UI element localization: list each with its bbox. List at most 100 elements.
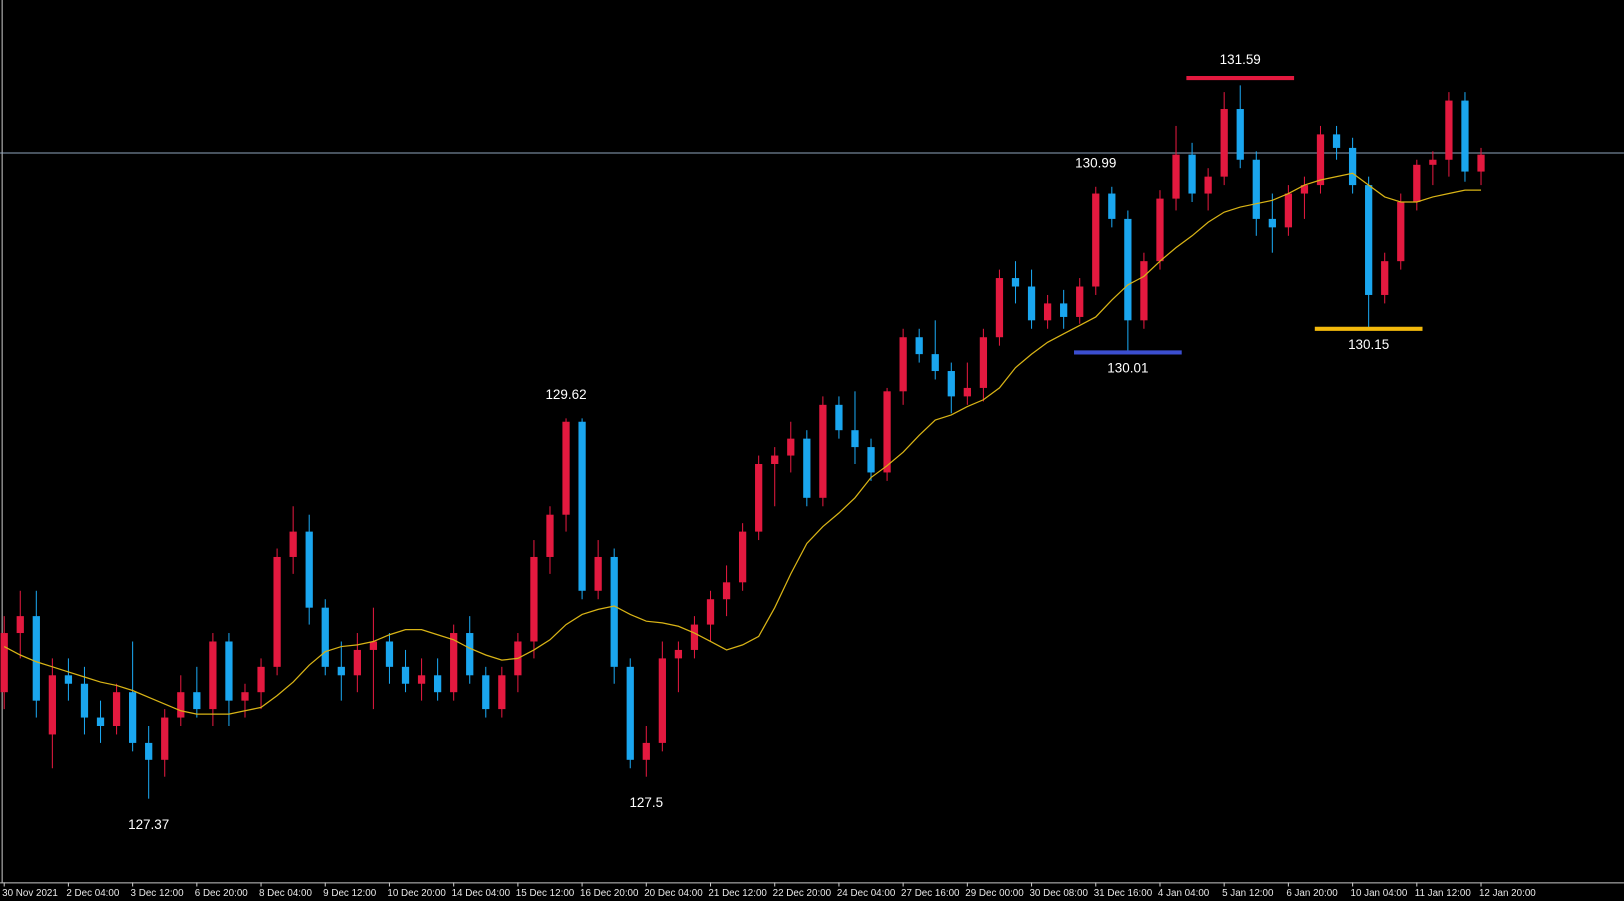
candle-body bbox=[963, 387, 971, 397]
candle-body bbox=[145, 742, 153, 760]
candle-body bbox=[771, 455, 779, 464]
candle-body bbox=[450, 633, 458, 693]
candle-body bbox=[738, 531, 747, 583]
candle-body bbox=[947, 371, 955, 397]
candle-body bbox=[1108, 193, 1116, 219]
x-tick-label: 22 Dec 20:00 bbox=[773, 888, 832, 899]
candle-body bbox=[112, 692, 121, 727]
candle-body bbox=[1027, 286, 1036, 321]
candle-body bbox=[1092, 193, 1100, 287]
candle-body bbox=[1140, 261, 1148, 321]
x-tick-label: 14 Dec 04:00 bbox=[452, 888, 511, 899]
candle-body bbox=[546, 514, 554, 557]
candle-body bbox=[1348, 147, 1357, 186]
candle-body bbox=[209, 641, 217, 710]
candle-body bbox=[1300, 185, 1309, 194]
candle-body bbox=[273, 556, 281, 667]
candle-body bbox=[658, 658, 666, 743]
candle-body bbox=[562, 421, 570, 515]
candle-body bbox=[161, 717, 169, 760]
candle-body bbox=[578, 421, 586, 591]
candle-body bbox=[321, 607, 329, 667]
candle-body bbox=[337, 666, 345, 676]
candle-body bbox=[353, 649, 361, 676]
candle-body bbox=[1268, 218, 1276, 228]
price-label: 130.01 bbox=[1107, 361, 1148, 376]
candle-body bbox=[690, 624, 699, 650]
x-tick-label: 21 Dec 12:00 bbox=[708, 888, 767, 899]
candle-body bbox=[915, 337, 923, 355]
x-tick-label: 10 Dec 20:00 bbox=[387, 888, 446, 899]
price-label: 127.5 bbox=[629, 795, 663, 810]
candle-body bbox=[867, 447, 875, 473]
candle-body bbox=[1220, 109, 1228, 177]
x-tick-label: 6 Jan 20:00 bbox=[1286, 888, 1338, 899]
candle-body bbox=[1043, 303, 1052, 321]
x-tick-label: 31 Dec 16:00 bbox=[1094, 888, 1153, 899]
x-tick-label: 30 Dec 08:00 bbox=[1029, 888, 1088, 899]
candle-body bbox=[674, 649, 683, 659]
candle-body bbox=[995, 278, 1004, 338]
candle-body bbox=[1172, 154, 1180, 199]
candle-body bbox=[1397, 201, 1405, 262]
candle-body bbox=[1060, 303, 1068, 317]
candle-body bbox=[1124, 218, 1132, 321]
candle-body bbox=[1365, 185, 1373, 295]
candle-body bbox=[1284, 193, 1293, 228]
x-tick-label: 3 Dec 12:00 bbox=[131, 888, 185, 899]
candle-body bbox=[642, 742, 650, 760]
candle-body bbox=[610, 556, 618, 667]
candle-body bbox=[64, 675, 73, 684]
candle-body bbox=[241, 692, 249, 701]
price-label: 127.37 bbox=[128, 817, 169, 832]
candle-body bbox=[385, 641, 394, 667]
x-tick-label: 4 Jan 04:00 bbox=[1158, 888, 1210, 899]
candle-body bbox=[851, 430, 859, 448]
candle-body bbox=[1188, 154, 1196, 194]
candle-body bbox=[1445, 100, 1453, 160]
price-label: 130.15 bbox=[1348, 337, 1389, 352]
candle-body bbox=[401, 666, 410, 684]
candle-body bbox=[803, 438, 811, 498]
candle-body bbox=[225, 641, 233, 701]
candle-body bbox=[193, 692, 201, 710]
candle-body bbox=[979, 337, 988, 388]
x-tick-label: 12 Jan 20:00 bbox=[1479, 888, 1536, 899]
moving-average bbox=[3, 172, 1482, 715]
candle-body bbox=[1156, 198, 1164, 262]
candle-body bbox=[1477, 154, 1485, 172]
candle-body bbox=[466, 633, 474, 676]
candle-body bbox=[787, 438, 795, 456]
x-tick-label: 16 Dec 20:00 bbox=[580, 888, 639, 899]
candle-body bbox=[883, 391, 891, 473]
candle-body bbox=[1381, 261, 1389, 295]
candle-body bbox=[819, 404, 827, 498]
candle-body bbox=[931, 354, 939, 372]
candle-body bbox=[0, 633, 8, 693]
candle-body bbox=[626, 666, 634, 760]
candle-body bbox=[96, 717, 105, 727]
candle-body bbox=[594, 556, 602, 591]
candle-body bbox=[177, 692, 185, 718]
x-tick-label: 20 Dec 04:00 bbox=[644, 888, 703, 899]
x-tick-label: 9 Dec 12:00 bbox=[323, 888, 377, 899]
x-tick-label: 5 Jan 12:00 bbox=[1222, 888, 1274, 899]
candle-body bbox=[257, 666, 265, 693]
candle-body bbox=[1461, 100, 1469, 172]
x-tick-label: 30 Nov 2021 bbox=[2, 888, 58, 899]
candle-body bbox=[1316, 134, 1325, 186]
candle-body bbox=[1252, 159, 1260, 219]
price-label: 131.59 bbox=[1220, 52, 1261, 67]
candle-body bbox=[530, 556, 538, 642]
candle-body bbox=[482, 675, 490, 710]
candle-body bbox=[433, 675, 442, 693]
candle-body bbox=[1413, 164, 1421, 202]
candle-body bbox=[129, 692, 137, 743]
candle-body bbox=[1011, 278, 1020, 287]
candle-body bbox=[1332, 134, 1341, 148]
x-tick-label: 29 Dec 00:00 bbox=[965, 888, 1024, 899]
candle-body bbox=[1236, 109, 1244, 160]
